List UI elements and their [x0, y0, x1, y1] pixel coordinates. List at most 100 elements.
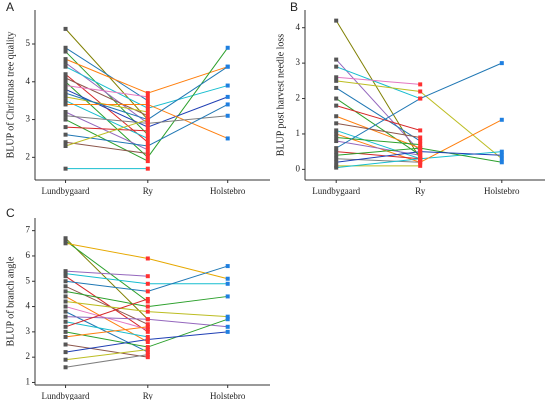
- marker: [418, 82, 423, 87]
- marker: [145, 329, 150, 334]
- marker: [63, 125, 68, 130]
- series-line: [65, 349, 148, 361]
- marker: [225, 281, 230, 286]
- marker: [418, 96, 423, 101]
- marker: [145, 256, 150, 261]
- series-line: [65, 344, 148, 358]
- marker: [145, 350, 150, 355]
- marker: [225, 264, 230, 269]
- y-axis-label: BLUP of branch angle: [5, 256, 16, 346]
- marker: [418, 149, 423, 154]
- marker: [63, 350, 68, 355]
- series-line: [336, 66, 421, 100]
- marker: [334, 156, 339, 161]
- marker: [63, 60, 68, 65]
- marker: [145, 296, 150, 301]
- series-line: [336, 151, 421, 160]
- marker: [225, 317, 230, 322]
- marker: [63, 357, 68, 362]
- marker: [145, 98, 150, 103]
- y-tick-label: 3: [296, 57, 301, 67]
- marker: [145, 281, 150, 286]
- marker: [225, 294, 230, 299]
- marker: [225, 45, 230, 50]
- marker: [499, 153, 504, 158]
- marker: [145, 345, 150, 350]
- marker: [225, 64, 230, 69]
- marker: [63, 304, 68, 309]
- marker: [225, 113, 230, 118]
- y-tick-label: 0: [296, 163, 301, 173]
- x-tick-label: Ry: [415, 186, 426, 196]
- marker: [145, 355, 150, 360]
- marker: [63, 113, 68, 118]
- marker: [334, 114, 339, 119]
- marker: [225, 136, 230, 141]
- y-tick-label: 5: [26, 38, 31, 48]
- marker: [499, 117, 504, 122]
- series-line: [336, 158, 421, 169]
- series-line: [65, 85, 148, 98]
- marker: [145, 309, 150, 314]
- marker: [63, 87, 68, 92]
- y-tick-label: 5: [26, 275, 31, 285]
- x-tick-label: Lundbygaard: [42, 186, 90, 196]
- marker: [63, 57, 68, 62]
- y-tick-label: 1: [26, 377, 31, 387]
- series-line: [336, 122, 421, 138]
- marker: [63, 64, 68, 69]
- series-line: [65, 240, 149, 302]
- y-tick-label: 6: [26, 250, 31, 260]
- series-line: [65, 354, 148, 368]
- x-tick-label: Holstebro: [484, 186, 520, 196]
- marker: [334, 160, 339, 165]
- marker: [63, 132, 68, 137]
- x-tick-label: Lundbygaard: [312, 186, 360, 196]
- marker: [63, 79, 68, 84]
- marker: [63, 314, 68, 319]
- marker: [225, 102, 230, 107]
- panel: A BLUP of Christmas tree quality 2 3 4 5 Lundb…: [5, 0, 270, 196]
- series-line: [65, 265, 228, 292]
- marker: [145, 166, 150, 171]
- series-line: [335, 87, 421, 142]
- series-line: [65, 47, 149, 102]
- marker: [145, 334, 150, 339]
- marker: [145, 144, 150, 148]
- marker: [63, 299, 68, 304]
- marker: [334, 165, 339, 170]
- marker: [63, 91, 68, 96]
- marker: [418, 163, 423, 168]
- series-line: [65, 126, 148, 132]
- marker: [334, 139, 339, 144]
- marker: [145, 299, 150, 304]
- marker: [63, 238, 68, 243]
- marker: [63, 166, 68, 171]
- marker: [63, 83, 68, 88]
- marker: [145, 289, 150, 294]
- y-tick-label: 3: [26, 326, 31, 336]
- y-axis-label: BLUP of Christmas tree quality: [5, 32, 16, 159]
- marker: [63, 102, 68, 107]
- y-axis-label: BLUP post harvest needle loss: [275, 34, 286, 157]
- series-line: [65, 285, 149, 325]
- marker: [418, 153, 423, 158]
- marker: [334, 135, 339, 140]
- marker: [63, 76, 68, 80]
- marker: [499, 149, 504, 154]
- series-line: [65, 321, 148, 338]
- marker: [63, 274, 68, 279]
- panel-label: C: [6, 206, 15, 220]
- y-tick-label: 3: [26, 114, 31, 124]
- y-tick-label: 4: [26, 301, 31, 311]
- marker: [63, 140, 68, 145]
- marker: [225, 314, 230, 319]
- marker: [418, 160, 423, 165]
- marker: [145, 117, 150, 122]
- marker: [145, 102, 150, 107]
- series-line: [336, 115, 421, 149]
- marker: [145, 140, 150, 145]
- series-line: [336, 76, 421, 85]
- marker: [145, 132, 150, 137]
- series-line: [65, 301, 228, 318]
